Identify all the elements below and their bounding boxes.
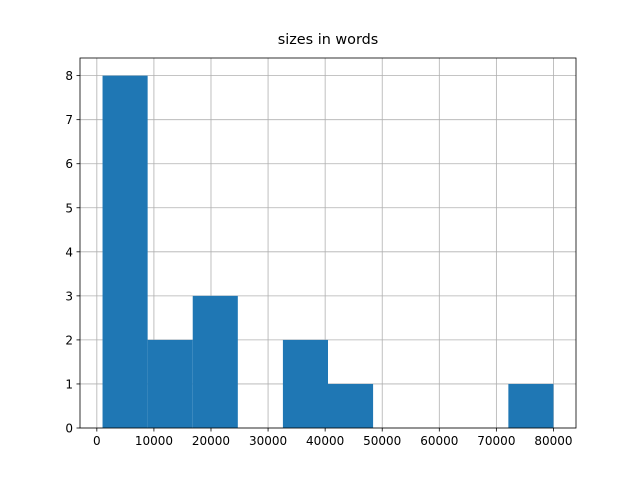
chart-title: sizes in words [278, 32, 379, 48]
x-tick-label: 20000 [192, 434, 230, 448]
y-tick-label: 1 [65, 377, 73, 391]
x-tick-label: 50000 [363, 434, 401, 448]
bar [282, 339, 328, 428]
bar [102, 75, 148, 428]
bar [192, 295, 238, 428]
bar [508, 383, 554, 428]
x-tick-label: 80000 [534, 434, 572, 448]
plot-frame [79, 57, 577, 429]
y-tick-label: 7 [65, 113, 73, 127]
y-tick-label: 2 [65, 333, 73, 347]
x-tick-label: 10000 [135, 434, 173, 448]
x-tick-label: 0 [93, 434, 101, 448]
x-tick-label: 60000 [420, 434, 458, 448]
y-tick-label: 8 [65, 69, 73, 83]
bar [147, 339, 193, 428]
y-tick-label: 0 [65, 422, 73, 436]
x-tick-label: 30000 [249, 434, 287, 448]
x-tick-label: 40000 [306, 434, 344, 448]
bar [328, 383, 374, 428]
x-tick-label: 70000 [477, 434, 515, 448]
y-tick-label: 5 [65, 201, 73, 215]
y-tick-label: 3 [65, 289, 73, 303]
y-tick-label: 6 [65, 157, 73, 171]
y-tick-label: 4 [65, 245, 73, 259]
